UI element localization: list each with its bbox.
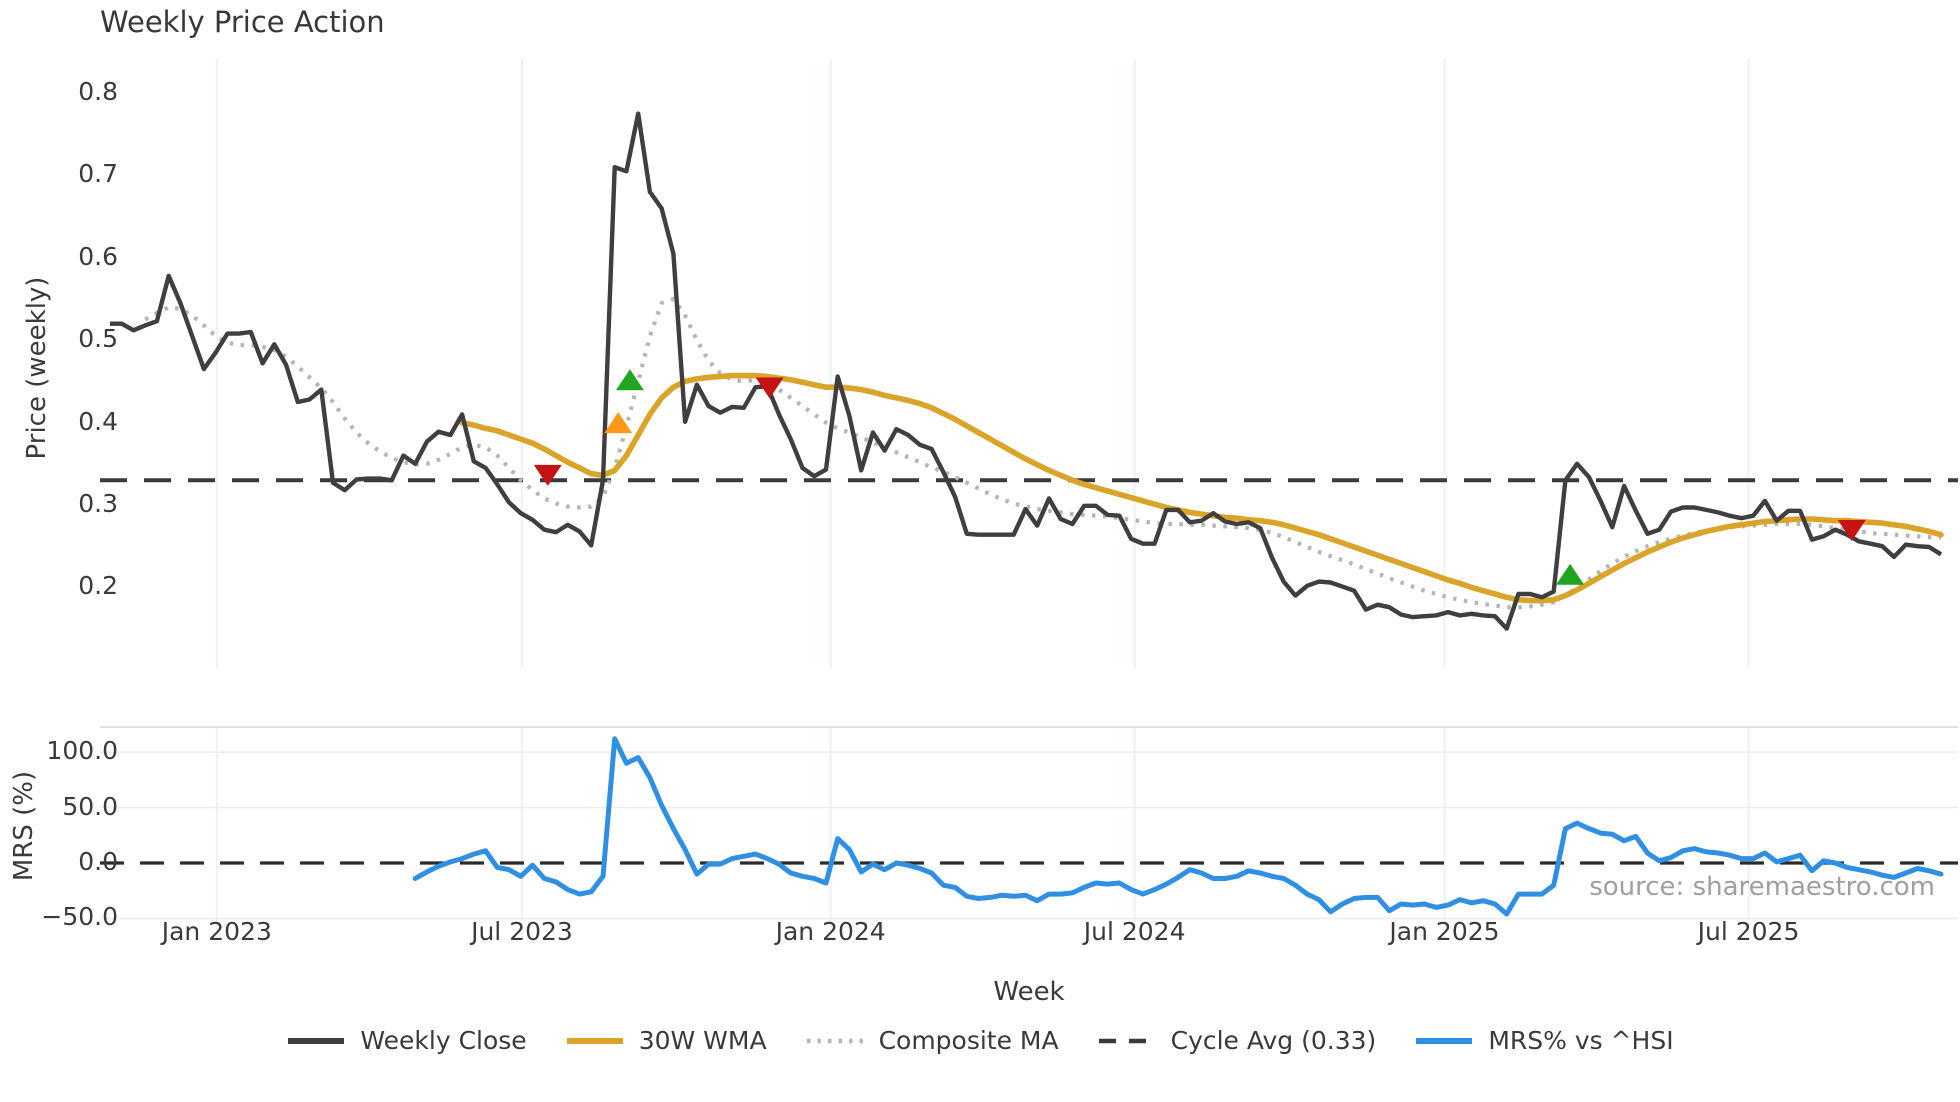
price-ytick-0.6: 0.6: [78, 241, 118, 271]
cycle-avg-0-33-swatch: [1098, 1038, 1155, 1043]
price-ytick-0.4: 0.4: [78, 406, 118, 436]
legend-label-weekly-close: Weekly Close: [360, 1026, 527, 1055]
legend-item-cycle-avg-0-33: Cycle Avg (0.33): [1097, 1026, 1377, 1055]
week-xtick-jan-2023: Jan 2023: [161, 917, 272, 946]
mrs-ytick-50: 50.0: [62, 791, 118, 821]
mrs-vs-hsi-swatch: [1416, 1037, 1473, 1044]
week-xtick-jul-2023: Jul 2023: [471, 917, 573, 946]
legend-item-30w-wma: 30W WMA: [565, 1026, 767, 1055]
composite-ma-swatch: [806, 1038, 863, 1043]
mrs-ytick-100: 100.0: [46, 736, 118, 766]
legend-label-composite-ma: Composite MA: [878, 1026, 1059, 1055]
composite-ma-line: [144, 296, 1941, 610]
mrs-line: [412, 736, 1944, 917]
weekly-close-swatch: [288, 1037, 345, 1044]
legend-item-composite-ma: Composite MA: [805, 1026, 1059, 1055]
price-ytick-0.8: 0.8: [78, 77, 118, 106]
price-ytick-0.7: 0.7: [78, 159, 118, 189]
legend-label-cycle-avg-0-33: Cycle Avg (0.33): [1170, 1026, 1377, 1055]
week-xtick-jan-2025: Jan 2025: [1389, 917, 1500, 946]
buy-signal-marker: [1556, 563, 1585, 585]
wma-30w-line: [459, 372, 1944, 604]
sell-signal-marker: [755, 377, 784, 399]
mrs-ytick-0: 0.0: [78, 847, 118, 876]
legend-label-30w-wma: 30W WMA: [638, 1026, 767, 1055]
week-xtick-jul-2024: Jul 2024: [1083, 917, 1186, 946]
price-ytick-0.3: 0.3: [78, 489, 118, 518]
price-axis-label: Price (weekly): [22, 276, 52, 460]
price-ytick-0.2: 0.2: [78, 571, 118, 601]
legend-item-mrs-vs-hsi: MRS% vs ^HSI: [1414, 1026, 1674, 1055]
sell-signal-marker: [1837, 520, 1866, 542]
source-note: source: sharemaestro.com: [1589, 872, 1935, 902]
sell-signal-marker: [533, 464, 562, 486]
week-xtick-jul-2025: Jul 2025: [1697, 917, 1800, 946]
mrs-ytick--50: −50.0: [41, 902, 118, 932]
weekly-close-line: [110, 111, 1943, 631]
legend-item-weekly-close: Weekly Close: [286, 1026, 527, 1055]
week-axis-label: Week: [993, 977, 1065, 1007]
30w-wma-swatch: [566, 1037, 623, 1044]
chart-title: Weekly Price Action: [100, 5, 385, 39]
legend-label-mrs-vs-hsi: MRS% vs ^HSI: [1488, 1026, 1674, 1055]
week-xtick-jan-2024: Jan 2024: [775, 917, 886, 946]
chart-legend: Weekly Close 30W WMA Composite MA Cycle Avg…: [0, 1026, 1960, 1055]
weak-buy-signal-marker: [604, 412, 633, 434]
mrs-axis-label: MRS (%): [9, 770, 39, 882]
buy-signal-marker: [615, 369, 644, 391]
price-ytick-0.5: 0.5: [78, 324, 118, 354]
